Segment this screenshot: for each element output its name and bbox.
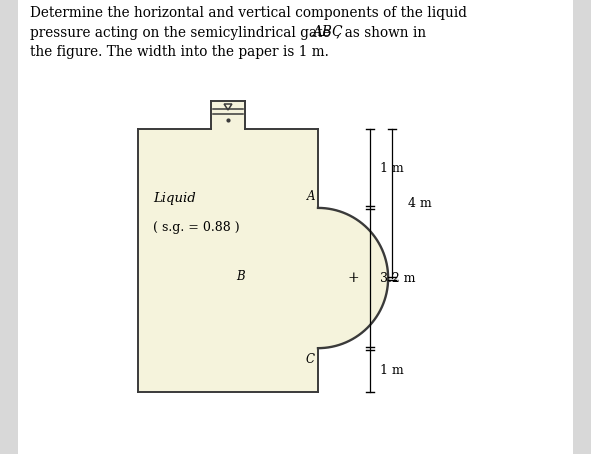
Bar [138, 129, 318, 392]
Text: , as shown in: , as shown in [336, 25, 426, 39]
Text: 4 m: 4 m [408, 197, 432, 210]
Bar [211, 101, 245, 129]
Text: Determine the horizontal and vertical components of the liquid: Determine the horizontal and vertical co… [30, 6, 467, 20]
Text: A: A [307, 190, 315, 203]
Text: the figure. The width into the paper is 1 m.: the figure. The width into the paper is … [30, 45, 329, 59]
Text: +: + [348, 271, 359, 285]
Text: ABC: ABC [312, 25, 343, 39]
Text: Liquid: Liquid [153, 192, 196, 205]
Text: pressure acting on the semicylindrical gate: pressure acting on the semicylindrical g… [30, 25, 335, 39]
Text: 3.2 m: 3.2 m [380, 271, 415, 285]
Text: ( s.g. = 0.88 ): ( s.g. = 0.88 ) [153, 221, 239, 234]
Text: 1 m: 1 m [380, 162, 404, 175]
Text: 1 m: 1 m [380, 364, 404, 376]
Text: C: C [306, 353, 315, 366]
Polygon shape [318, 208, 388, 348]
Text: B: B [236, 270, 245, 282]
